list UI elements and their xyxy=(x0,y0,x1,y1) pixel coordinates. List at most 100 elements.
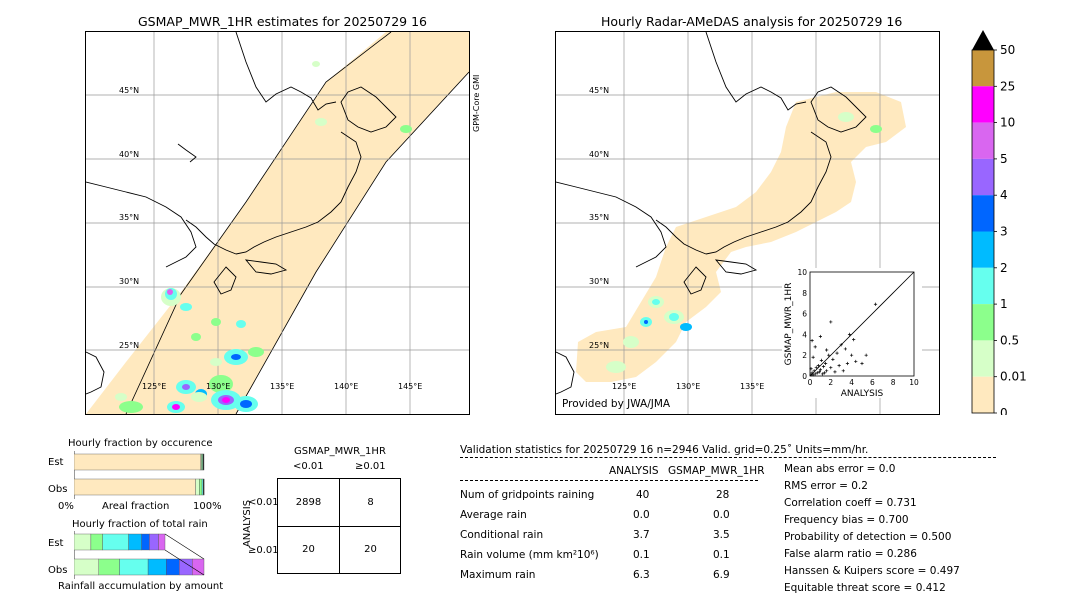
score-freq-bias: Frequency bias = 0.700 xyxy=(784,514,909,526)
scatter-point xyxy=(811,373,815,377)
fraction-bar-segment xyxy=(203,478,205,496)
scatter-point xyxy=(839,343,843,347)
occurence-tick-100: 100% xyxy=(193,501,222,512)
right-lat-label-40: 40°N xyxy=(589,150,610,159)
total-rain-title: Hourly fraction of total rain xyxy=(72,519,208,530)
scatter-point xyxy=(827,353,831,357)
colorbar-segment xyxy=(972,195,994,232)
scatter-point xyxy=(833,370,837,374)
colorbar-svg: 50 25 10 5 4 3 2 1 0.5 0.01 0 xyxy=(971,30,1027,415)
colorbar-label: 10 xyxy=(1000,116,1015,130)
score-mae: Mean abs error = 0.0 xyxy=(784,463,896,475)
fraction-bar-segment xyxy=(192,558,205,576)
colorbar-segment xyxy=(972,231,994,268)
score-corr: Correlation coeff = 0.731 xyxy=(784,497,917,509)
occurence-xlabel: Areal fraction xyxy=(102,501,170,512)
scatter-point xyxy=(850,353,854,357)
scatter-point xyxy=(835,351,839,355)
contingency-title: GSMAP_MWR_1HR xyxy=(294,446,386,457)
colorbar-label: 0.5 xyxy=(1000,333,1019,347)
row-gsmap-1: 0.0 xyxy=(713,509,730,521)
scatter-y-tick: 6 xyxy=(802,310,807,319)
colorbar: 50 25 10 5 4 3 2 1 0.5 0.01 0 xyxy=(970,30,1030,415)
row-gsmap-0: 28 xyxy=(716,489,730,501)
fraction-bar-segment xyxy=(74,478,196,496)
left-lat-label-40: 40°N xyxy=(119,150,140,159)
scatter-point xyxy=(821,365,826,369)
scatter-point xyxy=(825,348,829,352)
right-lat-label-45: 45°N xyxy=(589,86,610,95)
score-hk: Hanssen & Kuipers score = 0.497 xyxy=(784,565,960,577)
contingency-col-ge: ≥0.01 xyxy=(355,461,386,472)
occurence-bars xyxy=(74,451,205,499)
occurence-tick-0: 0% xyxy=(58,501,74,512)
fraction-bar-segment xyxy=(149,533,159,551)
left-lon-label-135: 135°E xyxy=(270,382,295,391)
scatter-point xyxy=(817,370,821,374)
scatter-x-tick: 0 xyxy=(808,378,813,387)
total-rain-xlabel: Rainfall accumulation by amount xyxy=(58,581,224,592)
row-analysis-3: 0.1 xyxy=(633,549,650,561)
scatter-point xyxy=(822,371,827,375)
scatter-x-tick: 6 xyxy=(870,378,875,387)
colorbar-segment xyxy=(972,86,994,123)
left-lat-label-25: 25°N xyxy=(119,341,140,350)
scatter-point xyxy=(809,367,813,371)
right-lat-label-30: 30°N xyxy=(589,277,610,286)
row-label-4: Maximum rain xyxy=(460,569,536,581)
left-lat-label-35: 35°N xyxy=(119,213,140,222)
colorbar-label: 1 xyxy=(1000,297,1008,311)
left-lon-label-145: 145°E xyxy=(398,382,423,391)
scatter-y-tick: 0 xyxy=(802,372,807,381)
colorbar-label: 0.01 xyxy=(1000,370,1027,384)
scatter-inset: 0 2 4 6 8 10 0 2 4 6 8 10 ANALYSIS GSMAP_MWR_1HR xyxy=(782,268,922,398)
scatter-point xyxy=(847,332,852,336)
colorbar-label: 3 xyxy=(1000,225,1008,239)
row-gsmap-2: 3.5 xyxy=(713,529,730,541)
score-rmse: RMS error = 0.2 xyxy=(784,480,868,492)
right-map-title: Hourly Radar-AMeDAS analysis for 2025072… xyxy=(601,14,903,29)
scatter-point xyxy=(813,372,817,376)
total-rain-est-label: Est xyxy=(48,538,64,549)
radar-coverage xyxy=(576,92,906,382)
score-pod: Probability of detection = 0.500 xyxy=(784,531,952,543)
scatter-point xyxy=(841,369,845,373)
total-rain-bars xyxy=(74,531,205,579)
scatter-point xyxy=(816,364,820,368)
left-lon-label-140: 140°E xyxy=(334,382,359,391)
colorbar-label: 2 xyxy=(1000,261,1008,275)
occurence-obs-label: Obs xyxy=(48,484,68,495)
fraction-bar-segment xyxy=(74,558,99,576)
row-label-3: Rain volume (mm km²10⁶) xyxy=(460,549,599,561)
scatter-point xyxy=(810,339,814,343)
score-ets: Equitable threat score = 0.412 xyxy=(784,582,946,594)
scatter-point xyxy=(825,369,829,373)
row-analysis-2: 3.7 xyxy=(633,529,650,541)
right-rain-blobs xyxy=(606,112,882,373)
fraction-bar-segment xyxy=(147,558,167,576)
left-map-canvas xyxy=(86,32,469,414)
left-lat-label-45: 45°N xyxy=(119,86,140,95)
scatter-y-tick: 10 xyxy=(797,268,807,277)
row-label-0: Num of gridpoints raining xyxy=(460,489,595,501)
right-lat-label-25: 25°N xyxy=(589,341,610,350)
fraction-bar-segment xyxy=(74,533,92,551)
scatter-point xyxy=(852,338,856,342)
colorbar-label: 25 xyxy=(1000,79,1015,93)
scatter-point xyxy=(829,366,833,370)
occurence-chart xyxy=(74,451,210,499)
colorbar-extend-arrow xyxy=(972,30,994,50)
scatter-plot: 0 2 4 6 8 10 0 2 4 6 8 10 ANALYSIS GSMAP_MWR_1HR xyxy=(784,268,919,398)
contingency-row-lt: <0.01 xyxy=(248,497,279,508)
scatter-xlabel: ANALYSIS xyxy=(841,389,884,398)
fraction-bar-segment xyxy=(90,533,103,551)
fraction-bar-segment xyxy=(202,453,205,471)
scatter-point xyxy=(854,359,858,364)
fraction-bar-segment xyxy=(179,558,193,576)
contingency-col-lt: <0.01 xyxy=(293,461,324,472)
row-label-2: Conditional rain xyxy=(460,529,544,541)
right-lon-label-135: 135°E xyxy=(740,382,765,391)
fraction-bar-segment xyxy=(195,478,200,496)
total-rain-chart xyxy=(74,531,210,579)
scatter-point xyxy=(864,353,868,357)
